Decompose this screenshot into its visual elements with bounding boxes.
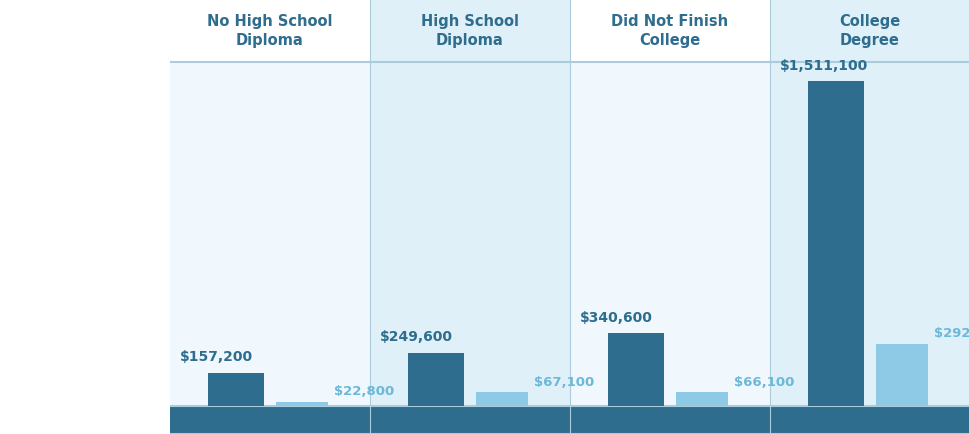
Text: College
Degree: College Degree xyxy=(838,14,899,48)
Bar xyxy=(769,0,969,62)
Bar xyxy=(170,407,369,434)
Bar xyxy=(170,0,369,62)
Text: $292,100: $292,100 xyxy=(933,327,969,340)
Bar xyxy=(675,392,727,407)
Bar xyxy=(608,333,663,407)
Text: $66,100: $66,100 xyxy=(734,376,794,389)
Bar xyxy=(875,344,927,407)
Bar xyxy=(369,407,569,434)
Bar xyxy=(569,62,769,407)
Text: $1,511,100: $1,511,100 xyxy=(779,59,867,72)
Bar xyxy=(369,62,569,407)
Bar xyxy=(170,62,369,407)
Bar xyxy=(207,373,264,407)
Bar xyxy=(476,392,527,407)
Bar xyxy=(807,81,863,407)
Text: High School
Diploma: High School Diploma xyxy=(421,14,518,48)
Text: $67,100: $67,100 xyxy=(533,375,593,388)
Text: $22,800: $22,800 xyxy=(333,385,393,398)
Bar xyxy=(769,407,969,434)
Bar xyxy=(407,353,463,407)
Bar xyxy=(569,407,769,434)
Text: Did Not Finish
College: Did Not Finish College xyxy=(610,14,728,48)
Text: $249,600: $249,600 xyxy=(380,330,453,344)
Text: $157,200: $157,200 xyxy=(179,350,253,364)
Bar xyxy=(369,0,569,62)
Bar xyxy=(569,0,769,62)
Text: $340,600: $340,600 xyxy=(579,310,652,325)
Bar xyxy=(275,401,328,407)
Bar xyxy=(769,62,969,407)
Text: No High School
Diploma: No High School Diploma xyxy=(206,14,332,48)
